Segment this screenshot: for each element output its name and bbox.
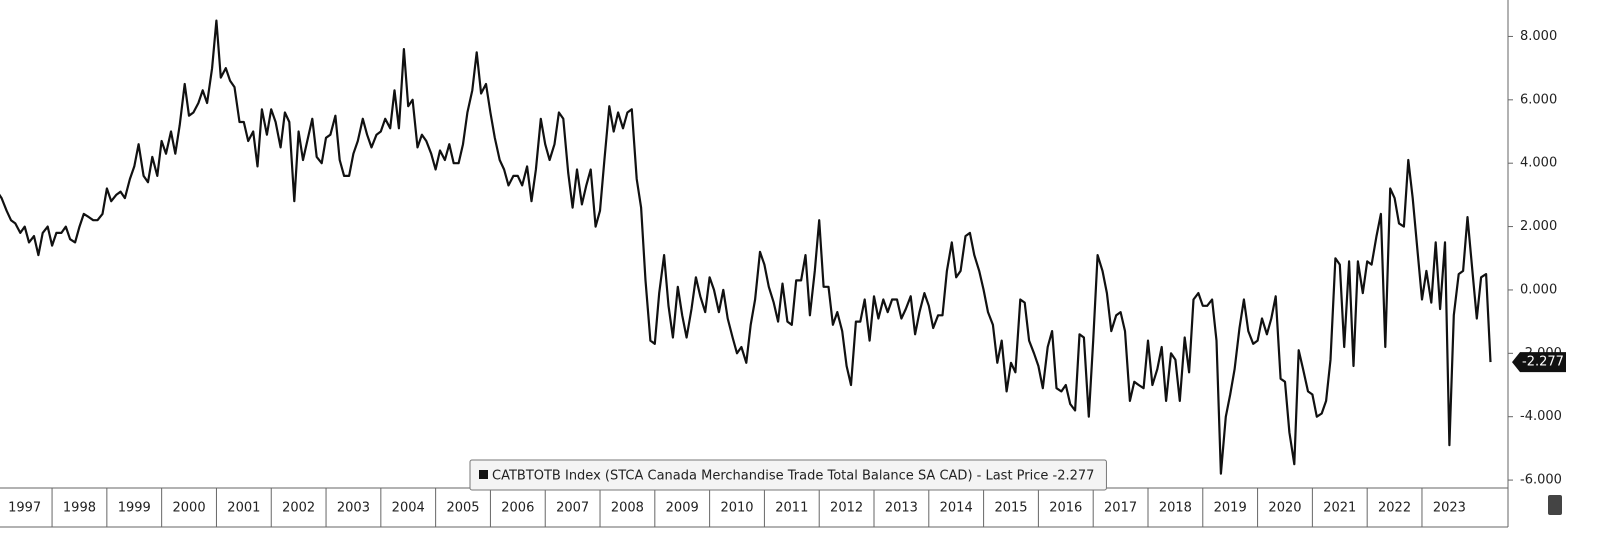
- legend: CATBTOTB Index (STCA Canada Merchandise …: [469, 459, 1107, 491]
- legend-box: [469, 459, 1107, 491]
- x-tick-label: 2022: [1378, 501, 1411, 516]
- x-tick-label: 2020: [1268, 501, 1301, 516]
- x-tick-label: 2019: [1214, 501, 1247, 516]
- x-tick-label: 2007: [556, 501, 589, 516]
- x-tick-label: 2001: [227, 501, 260, 516]
- x-tick-label: 2013: [885, 501, 918, 516]
- last-price-tag: [1512, 352, 1566, 373]
- y-tick-label: -4.000: [1520, 409, 1562, 424]
- x-tick-label: 2017: [1104, 501, 1137, 516]
- y-tick-label: 2.000: [1520, 219, 1557, 234]
- x-tick-label: 1998: [63, 501, 96, 516]
- x-tick-label: 2018: [1159, 501, 1192, 516]
- x-tick-label: 1999: [118, 501, 151, 516]
- x-tick-label: 2014: [940, 501, 973, 516]
- x-tick-label: 2005: [446, 501, 479, 516]
- data-line: [0, 19, 1492, 475]
- x-tick-label: 2015: [994, 501, 1027, 516]
- x-tick-label: 1997: [8, 501, 41, 516]
- x-tick-label: 2016: [1049, 501, 1082, 516]
- y-tick-label: 4.000: [1520, 156, 1557, 171]
- legend-swatch: [479, 470, 488, 479]
- corner-icon: [1548, 495, 1562, 515]
- x-tick-label: 2002: [282, 501, 315, 516]
- x-tick-label: 2023: [1433, 501, 1466, 516]
- y-tick-label: -6.000: [1520, 473, 1562, 488]
- x-tick-label: 2008: [611, 501, 644, 516]
- x-tick-label: 2021: [1323, 501, 1356, 516]
- x-tick-label: 2011: [775, 501, 808, 516]
- x-tick-label: 2004: [392, 501, 425, 516]
- y-tick-label: 6.000: [1520, 92, 1557, 107]
- last-price-label: -2.277: [1522, 355, 1564, 370]
- x-tick-label: 2012: [830, 501, 863, 516]
- legend-label: CATBTOTB Index (STCA Canada Merchandise …: [492, 469, 1094, 484]
- x-tick-label: 2000: [173, 501, 206, 516]
- y-tick-label: 8.000: [1520, 29, 1557, 44]
- x-tick-label: 2006: [501, 501, 534, 516]
- x-tick-label: 2003: [337, 501, 370, 516]
- y-tick-label: 0.000: [1520, 282, 1557, 297]
- x-tick-label: 2009: [666, 501, 699, 516]
- x-tick-label: 2010: [720, 501, 753, 516]
